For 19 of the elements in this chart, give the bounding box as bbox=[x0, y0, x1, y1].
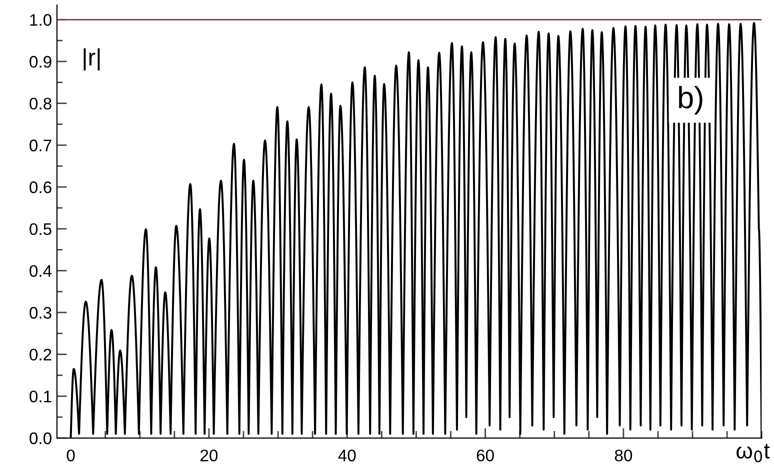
x-tick-label: 60 bbox=[476, 450, 494, 462]
y-tick-label: 0.2 bbox=[30, 348, 52, 361]
x-tick-label: 40 bbox=[338, 450, 356, 462]
y-tick-label: 0.0 bbox=[30, 432, 52, 444]
y-tick-label: 0.7 bbox=[30, 140, 52, 152]
y-tick-label: 0.1 bbox=[30, 390, 52, 402]
x-tick-label: 80 bbox=[614, 450, 632, 462]
y-tick-label: 0.5 bbox=[30, 223, 52, 236]
annotation: b) bbox=[679, 86, 702, 114]
y-tick-label: 1.0 bbox=[30, 14, 52, 26]
y-axis-title: |r| bbox=[84, 48, 100, 70]
y-tick-label: 0.6 bbox=[30, 181, 52, 194]
x-tick-label: 20 bbox=[200, 450, 218, 462]
y-tick-label: 0.8 bbox=[30, 98, 52, 110]
y-tick-label: 0.4 bbox=[30, 265, 52, 277]
y-tick-label: 0.9 bbox=[30, 56, 52, 68]
x-tick-label: 0 bbox=[66, 450, 75, 462]
y-tick-label: 0.3 bbox=[30, 306, 52, 319]
x-axis-title: ω$_{0}$t bbox=[736, 444, 770, 462]
